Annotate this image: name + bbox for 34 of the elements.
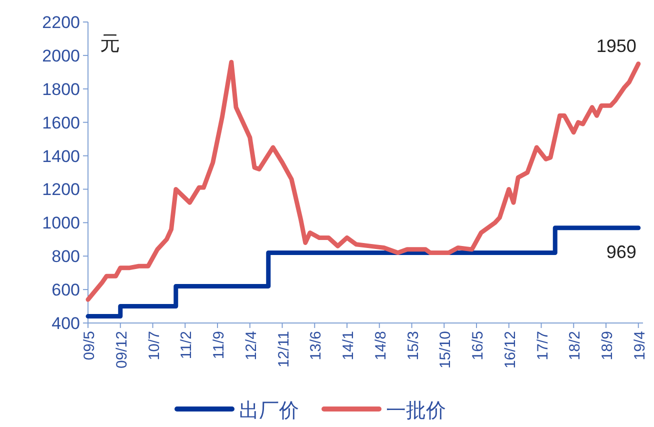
x-tick-label: 15/10 xyxy=(437,331,454,369)
y-tick-label: 1200 xyxy=(42,180,80,200)
line-series xyxy=(86,60,641,302)
x-tick-label: 12/4 xyxy=(242,331,260,360)
x-tick-label: 10/7 xyxy=(146,331,163,360)
y-tick-label: 1600 xyxy=(42,113,80,132)
x-tick-label: 16/5 xyxy=(470,331,486,360)
x-tick-label: 14/1 xyxy=(340,331,357,360)
y-axis-title: 元 xyxy=(100,33,120,55)
y-tick-label: 1000 xyxy=(42,214,80,233)
annotation: 1950 xyxy=(596,36,636,56)
x-tick-label: 15/3 xyxy=(404,331,422,360)
y-tick-label: 2200 xyxy=(42,13,80,32)
legend-label: 一批价 xyxy=(386,400,446,422)
x-tick-label: 13/6 xyxy=(308,331,325,360)
y-tick-label: 1800 xyxy=(42,80,80,99)
x-tick-label: 18/9 xyxy=(599,331,616,360)
x-tick-label: 17/7 xyxy=(534,331,552,360)
x-tick-label: 14/8 xyxy=(372,331,390,360)
legend-label: 出厂价 xyxy=(239,400,299,422)
annotation: 969 xyxy=(606,242,636,262)
y-tick-label: 800 xyxy=(52,247,80,266)
x-tick-label: 18/2 xyxy=(566,331,584,360)
x-tick-label: 16/12 xyxy=(502,331,519,369)
x-tick-label: 09/5 xyxy=(81,331,98,360)
y-tick-label: 2000 xyxy=(42,46,80,66)
x-tick-label: 11/9 xyxy=(210,331,228,360)
y-tick-label: 600 xyxy=(52,280,80,300)
x-tick-label: 12/11 xyxy=(275,331,292,368)
x-tick-label: 09/12 xyxy=(113,331,130,369)
y-tick-label: 1400 xyxy=(42,146,80,166)
y-tick-label: 400 xyxy=(52,314,80,333)
x-tick-label: 11/2 xyxy=(178,331,196,360)
x-tick-label: 19/4 xyxy=(631,331,648,360)
